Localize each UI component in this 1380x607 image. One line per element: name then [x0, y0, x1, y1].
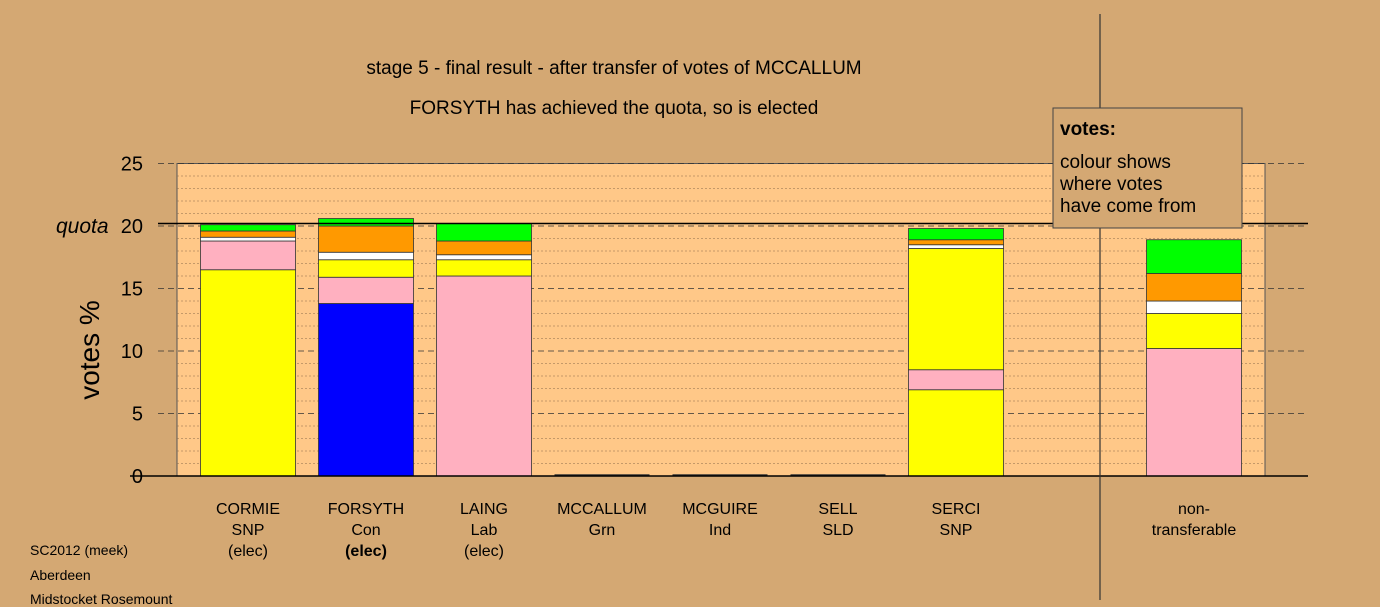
chart-subtitle: FORSYTH has achieved the quota, so is el…	[410, 98, 819, 119]
bar-serci-segment-sld	[909, 245, 1004, 249]
bar-non-transferable-segment-lab	[1147, 349, 1242, 477]
bar-non-transferable-segment-sld	[1147, 301, 1242, 314]
bar-forsyth-segment-snp	[319, 260, 414, 278]
y-tick-label: 25	[121, 154, 143, 176]
legend-line-2: where votes	[1059, 174, 1162, 195]
x-label-name-serci: SERCI	[932, 501, 981, 518]
bar-non-transferable-segment-ind	[1147, 274, 1242, 302]
bar-cormie-segment-lab	[201, 241, 296, 270]
x-label-party-mccallum: Grn	[589, 522, 616, 539]
bar-laing-segment-sld	[437, 255, 532, 260]
bar-laing-segment-snp	[437, 260, 532, 276]
x-label-party-sell: SLD	[822, 522, 853, 539]
bar-serci-segment-snp	[909, 249, 1004, 370]
x-label-non-transferable-1: non-	[1178, 501, 1210, 518]
y-tick-label: 0	[132, 466, 143, 488]
x-label-party-cormie: SNP	[232, 522, 265, 539]
bar-forsyth-segment-ind	[319, 226, 414, 252]
quota-label: quota	[56, 215, 109, 238]
bar-laing-segment-lab	[437, 276, 532, 476]
bar-serci-segment-ind	[909, 240, 1004, 245]
y-tick-label: 5	[132, 404, 143, 426]
bar-cormie-segment-snp	[201, 270, 296, 476]
bar-cormie-segment-grn	[201, 225, 296, 231]
x-label-name-sell: SELL	[818, 501, 857, 518]
bar-forsyth-segment-lab	[319, 277, 414, 303]
x-label-party-mcguire: Ind	[709, 522, 731, 539]
legend: votes: colour shows where votes have com…	[1053, 108, 1242, 228]
y-tick-label: 20	[121, 216, 143, 238]
x-label-party-forsyth: Con	[351, 522, 380, 539]
bar-cormie-segment-sld	[201, 237, 296, 241]
x-label-party-laing: Lab	[471, 522, 498, 539]
x-label-name-forsyth: FORSYTH	[328, 501, 404, 518]
x-label-name-laing: LAING	[460, 501, 508, 518]
bar-forsyth-segment-con	[319, 304, 414, 477]
x-label-non-transferable-2: transferable	[1152, 522, 1237, 539]
legend-line-1: colour shows	[1060, 152, 1171, 173]
bar-non-transferable-segment-grn	[1147, 240, 1242, 274]
x-label-name-mccallum: MCCALLUM	[557, 501, 647, 518]
x-label-name-cormie: CORMIE	[216, 501, 280, 518]
bar-forsyth-segment-sld	[319, 252, 414, 260]
bar-laing-segment-grn	[437, 224, 532, 242]
y-tick-label: 10	[121, 341, 143, 363]
bar-serci-segment-lab	[909, 370, 1004, 390]
x-label-party-serci: SNP	[940, 522, 973, 539]
y-tick-label: 15	[121, 279, 143, 301]
bar-non-transferable-segment-snp	[1147, 314, 1242, 349]
x-label-name-mcguire: MCGUIRE	[682, 501, 758, 518]
footer-ward: Midstocket Rosemount	[30, 591, 172, 607]
legend-line-3: have come from	[1060, 196, 1196, 217]
x-label-status-forsyth: (elec)	[345, 543, 387, 560]
bar-forsyth-segment-grn	[319, 219, 414, 227]
legend-title: votes:	[1060, 119, 1116, 140]
chart-title: stage 5 - final result - after transfer …	[366, 58, 861, 79]
bar-serci-segment-grn	[909, 229, 1004, 240]
footer-council: Aberdeen	[30, 567, 91, 583]
bar-serci-segment-snp	[909, 390, 1004, 476]
y-axis-label: votes %	[74, 300, 105, 400]
x-label-status-laing: (elec)	[464, 543, 504, 560]
x-label-status-cormie: (elec)	[228, 543, 268, 560]
footer-method: SC2012 (meek)	[30, 542, 128, 558]
bar-laing-segment-ind	[437, 241, 532, 255]
bar-cormie-segment-ind	[201, 231, 296, 237]
